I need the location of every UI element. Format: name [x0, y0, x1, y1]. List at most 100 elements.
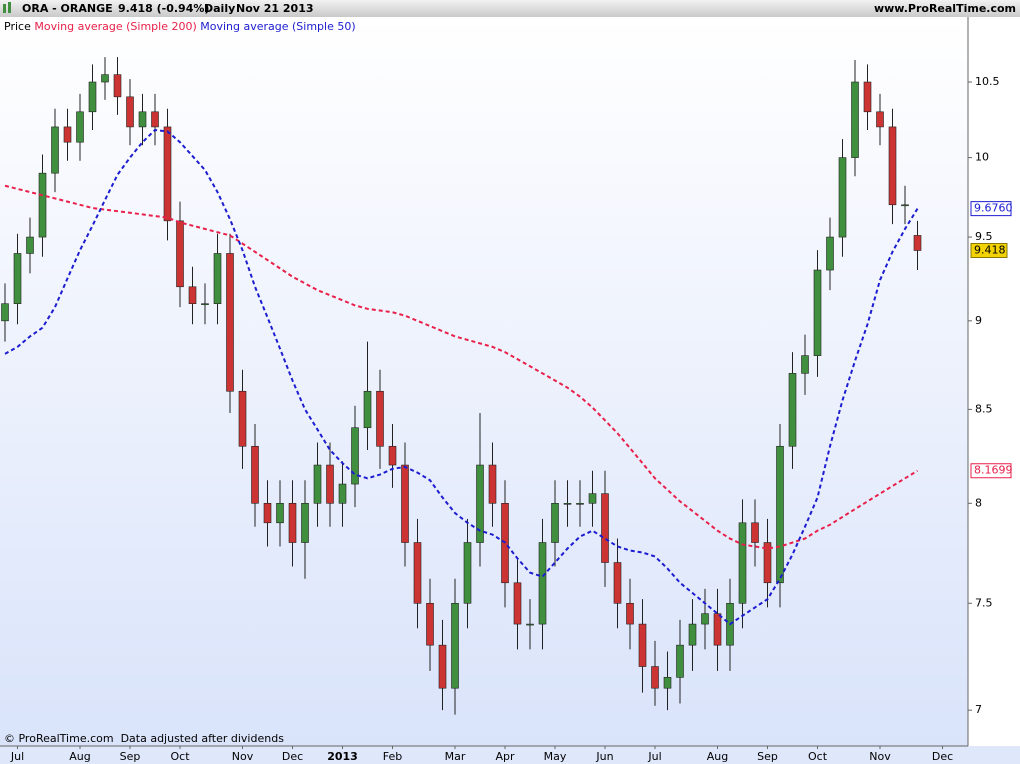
candle-body: [38, 172, 47, 238]
axis-background: [968, 17, 1020, 746]
source: www.ProRealTime.com: [874, 2, 1016, 15]
x-tick-label: Jul: [10, 750, 24, 763]
title: ORA - ORANGE: [22, 2, 113, 15]
last-price-box: [970, 242, 1008, 258]
x-tick-label: Oct: [808, 750, 828, 763]
x-tick-label: Sep: [120, 750, 141, 763]
candle-body: [663, 677, 672, 689]
candle-body: [151, 111, 159, 128]
x-tick-label: Sep: [757, 750, 778, 763]
last-value-box: [970, 463, 1012, 479]
legend-entry: Price: [4, 20, 31, 33]
candle-body: [576, 503, 584, 505]
candle-body: [101, 74, 109, 83]
candle-body: [413, 542, 422, 604]
candle-body: [513, 582, 522, 625]
candle-body: [451, 602, 459, 689]
candle-body: [713, 613, 722, 646]
footer: © ProRealTime.com Data adjusted after di…: [4, 732, 284, 745]
candle-body: [1, 303, 9, 322]
candle-body: [338, 483, 347, 504]
candle-body: [638, 623, 647, 667]
candle-body: [688, 623, 697, 646]
x-tick-label: Mar: [445, 750, 466, 763]
candle-body: [551, 503, 559, 543]
candle-body: [463, 542, 472, 604]
candle-body: [51, 126, 59, 174]
candle-body: [88, 81, 97, 113]
x-tick-label: Aug: [69, 750, 90, 763]
candle-body: [538, 542, 547, 625]
moving-average-line: [4, 128, 919, 626]
x-axis-background: [0, 746, 1020, 764]
candle-body: [226, 253, 234, 392]
y-tick-label: 10: [975, 151, 989, 164]
candle-body: [613, 562, 622, 604]
candle-body: [763, 542, 772, 584]
candle-body: [388, 445, 397, 466]
y-tick-label: 10.5: [975, 75, 1000, 88]
candle-body: [176, 220, 184, 288]
candle-body: [213, 253, 222, 305]
candle-body: [276, 503, 284, 524]
candle-body: [701, 613, 709, 625]
candle-body: [201, 303, 209, 306]
x-tick-label: Nov: [869, 750, 891, 763]
candle-body: [13, 253, 22, 305]
candle-body: [26, 236, 34, 254]
candle-body: [188, 286, 197, 305]
candle-body: [588, 493, 597, 504]
legend-entry: Moving average (Simple 50): [200, 20, 355, 33]
candle-body: [526, 623, 534, 626]
last-value-label: 9.6760: [974, 202, 1013, 215]
app-icon: [3, 2, 11, 13]
x-tick-label: Jun: [595, 750, 613, 763]
candle-body: [488, 464, 497, 504]
candle-body: [901, 204, 909, 207]
candle-body: [438, 644, 447, 689]
legend: Price Moving average (Simple 200) Moving…: [4, 20, 356, 33]
candle-body: [676, 644, 684, 678]
candle-body: [313, 464, 322, 504]
legend-entry: Moving average (Simple 200): [34, 20, 196, 33]
candle-body: [863, 81, 872, 113]
x-tick-label: Dec: [282, 750, 303, 763]
last-price-label: 9.418: [974, 243, 1006, 256]
candle-body: [876, 111, 884, 128]
candle-body: [326, 464, 334, 504]
candle-body: [401, 464, 409, 543]
y-tick-label: 7.5: [975, 596, 993, 609]
x-tick-label: Nov: [232, 750, 254, 763]
candle-body: [126, 96, 134, 128]
price-change: 9.418 (-0.94%): [118, 2, 209, 15]
x-tick-label: Oct: [170, 750, 190, 763]
x-tick-label: May: [544, 750, 567, 763]
candle-body: [776, 445, 784, 584]
date: Nov 21 2013: [236, 2, 314, 15]
candle-body: [851, 81, 859, 158]
candle-body: [376, 390, 384, 447]
plot-background: [0, 17, 968, 746]
x-tick-label: Jul: [647, 750, 661, 763]
candle-body: [301, 503, 309, 543]
plot-area: [1, 57, 922, 715]
candle-body: [351, 427, 359, 485]
candle-body: [838, 157, 847, 238]
x-tick-label: Dec: [932, 750, 953, 763]
y-tick-label: 7: [975, 703, 982, 716]
x-tick-label: 2013: [327, 750, 358, 763]
candle-body: [163, 126, 172, 222]
candle-body: [651, 666, 659, 689]
x-tick-label: Apr: [495, 750, 515, 763]
period: Daily: [204, 2, 235, 15]
candle-body: [626, 602, 634, 625]
candle-body: [138, 111, 147, 128]
candle-body: [801, 355, 809, 374]
candle-body: [563, 503, 572, 505]
candle-body: [113, 74, 122, 98]
header-bar: [0, 0, 1020, 17]
candle-body: [738, 522, 747, 604]
y-tick-label: 8: [975, 496, 982, 509]
candle-body: [251, 445, 259, 504]
